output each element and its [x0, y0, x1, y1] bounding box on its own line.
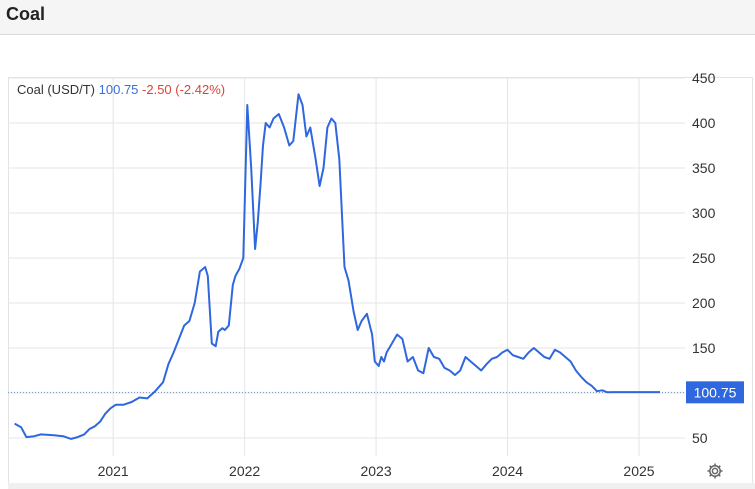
- last-price-tag: [686, 381, 744, 404]
- y-tick-label: 250: [692, 250, 716, 266]
- y-tick-label: 150: [692, 340, 716, 356]
- x-tick-label: 2021: [98, 463, 129, 479]
- y-tick-label: 200: [692, 295, 716, 311]
- series-line-coal: [14, 93, 660, 440]
- x-tick-label: 2025: [623, 463, 654, 479]
- bottom-strip: [8, 483, 755, 489]
- y-tick-label: 350: [692, 160, 716, 176]
- last-price-label: 100.75: [694, 384, 737, 400]
- y-tick-label: 50: [692, 430, 708, 446]
- page-header: Coal: [0, 0, 755, 35]
- x-tick-label: 2023: [360, 463, 391, 479]
- y-tick-label: 300: [692, 205, 716, 221]
- y-tick-label: 400: [692, 115, 716, 131]
- chart-legend: Coal (USD/T) 100.75 -2.50 (-2.42%): [17, 82, 225, 97]
- x-tick-label: 2022: [229, 463, 260, 479]
- legend-label: Coal (USD/T): [17, 82, 96, 97]
- x-tick-label: 2024: [492, 463, 523, 479]
- legend-value: 100.75: [98, 82, 139, 97]
- legend-change: -2.50 (-2.42%): [142, 82, 226, 97]
- page-title: Coal: [6, 4, 46, 24]
- y-tick-label: 450: [692, 70, 716, 86]
- gear-icon[interactable]: [706, 462, 724, 480]
